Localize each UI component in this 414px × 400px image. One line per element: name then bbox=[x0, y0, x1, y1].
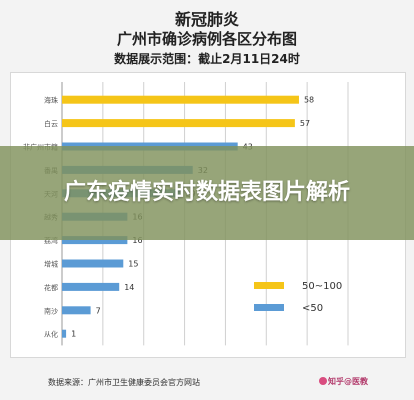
legend-swatch bbox=[254, 304, 284, 311]
data-label: 57 bbox=[300, 119, 310, 128]
data-range: 数据展示范围：截止2月11日24时 bbox=[114, 52, 300, 66]
legend-swatch bbox=[254, 282, 284, 289]
bar bbox=[62, 95, 299, 104]
data-label: 16 bbox=[132, 236, 142, 245]
category-label: 南沙 bbox=[44, 306, 58, 315]
data-label: 1 bbox=[71, 330, 76, 339]
category-label: 荔湾 bbox=[44, 236, 58, 245]
brand-logo-text: 知乎@医教 bbox=[328, 377, 368, 386]
category-label: 海珠 bbox=[44, 96, 58, 105]
category-label: 白云 bbox=[44, 119, 58, 128]
bar bbox=[62, 329, 67, 338]
bar-chart: 海珠58白云57非广州市籍43番禺32天河29越秀16荔湾16增城15花都14南… bbox=[23, 82, 349, 346]
bar bbox=[62, 119, 295, 128]
legend-label: <50 bbox=[302, 303, 323, 314]
data-label: 15 bbox=[128, 260, 138, 269]
brand-logo-icon bbox=[319, 377, 327, 385]
data-label: 14 bbox=[124, 283, 134, 292]
infographic-title: 新冠肺炎 bbox=[174, 10, 239, 29]
bar bbox=[62, 236, 128, 245]
bar bbox=[62, 306, 91, 315]
category-label: 从化 bbox=[44, 330, 58, 339]
data-label: 58 bbox=[304, 96, 314, 105]
data-source: 数据来源：广州市卫生健康委员会官方网站 bbox=[48, 378, 200, 387]
chart-title: 广州市确诊病例各区分布图 bbox=[116, 30, 297, 48]
bar bbox=[62, 259, 124, 268]
legend-label: 50~100 bbox=[302, 281, 342, 292]
category-label: 花都 bbox=[44, 283, 58, 292]
category-label: 增城 bbox=[44, 260, 58, 269]
banner-title: 广东疫情实时数据表图片解析 bbox=[63, 180, 350, 205]
overlay-banner: 广东疫情实时数据表图片解析 bbox=[0, 146, 414, 240]
data-label: 7 bbox=[96, 306, 101, 315]
bar bbox=[62, 282, 120, 291]
